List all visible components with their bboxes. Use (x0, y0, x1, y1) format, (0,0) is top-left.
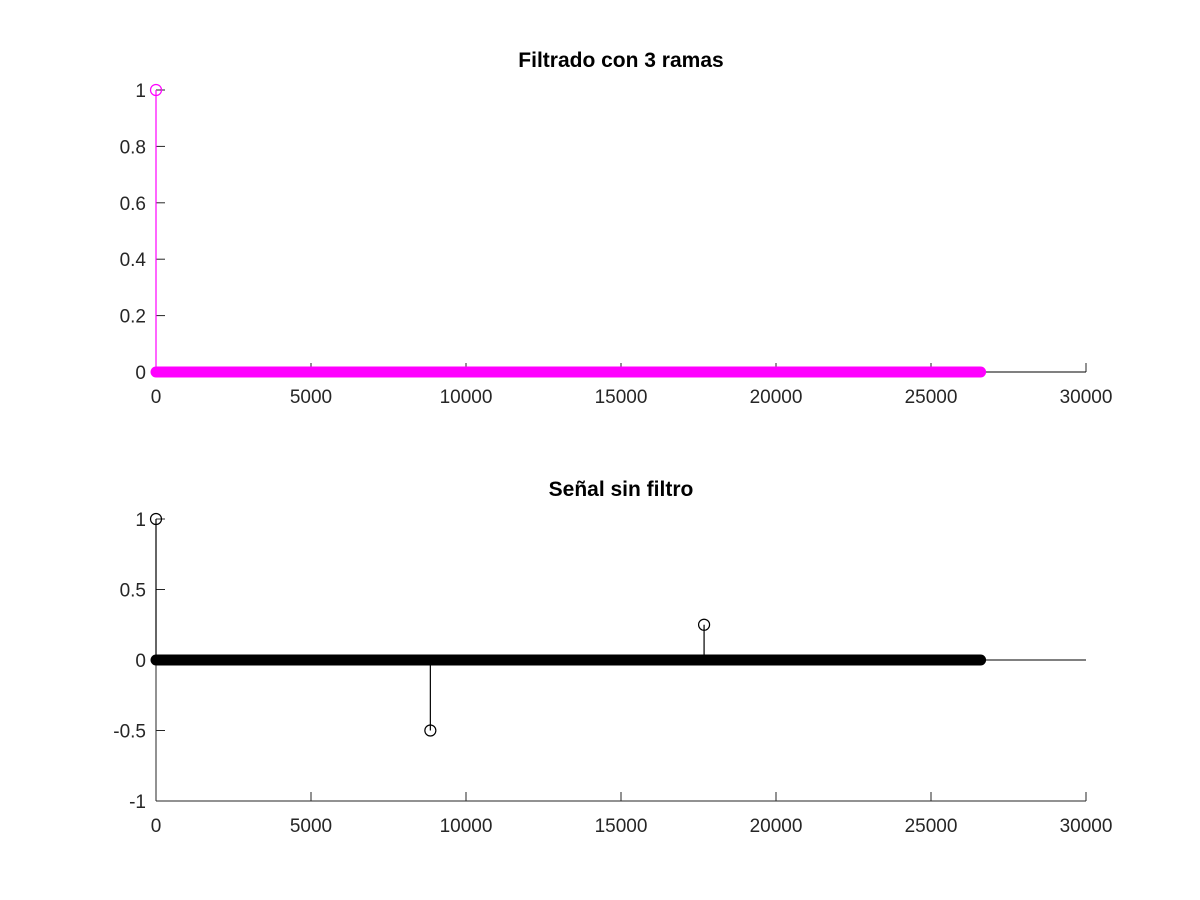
x-tick-label: 20000 (750, 816, 803, 837)
y-tick-label: -0.5 (113, 722, 146, 743)
x-tick-label: 15000 (595, 816, 648, 837)
x-tick-label: 10000 (440, 387, 493, 408)
y-tick-label: 0 (135, 363, 146, 384)
x-tick-label: 5000 (290, 387, 332, 408)
x-tick-label: 20000 (750, 387, 803, 408)
stem-marker (424, 724, 437, 737)
x-tick-label: 10000 (440, 816, 493, 837)
stem-marker (697, 618, 711, 631)
top-plot-title: Filtrado con 3 ramas (518, 49, 723, 72)
x-tick-label: 25000 (905, 387, 958, 408)
x-tick-label: 0 (151, 816, 162, 837)
x-tick-label: 30000 (1060, 387, 1113, 408)
x-tick-label: 15000 (595, 387, 648, 408)
y-tick-label: 0.2 (120, 307, 146, 328)
top-plot: Filtrado con 3 ramas 0 5000 10000 15000 2000… (120, 49, 1113, 408)
stem-marker (149, 83, 163, 97)
bottom-plot-title: Señal sin filtro (549, 478, 694, 501)
y-tick-label: 0.5 (120, 581, 146, 602)
x-tick-label: 30000 (1060, 816, 1113, 837)
y-tick-label: 0 (135, 651, 146, 672)
y-tick-label: 1 (135, 81, 146, 102)
x-tick-label: 0 (151, 387, 162, 408)
bottom-plot: Señal sin filtro 0 5000 10000 15000 20000 250… (113, 478, 1112, 837)
y-tick-label: -1 (129, 792, 146, 813)
y-tick-label: 0.6 (120, 194, 146, 215)
y-tick-label: 0.8 (120, 137, 146, 158)
x-tick-label: 25000 (905, 816, 958, 837)
y-tick-label: 0.4 (120, 250, 147, 271)
stem-marker (149, 512, 163, 526)
y-tick-label: 1 (135, 510, 146, 531)
x-tick-label: 5000 (290, 816, 332, 837)
